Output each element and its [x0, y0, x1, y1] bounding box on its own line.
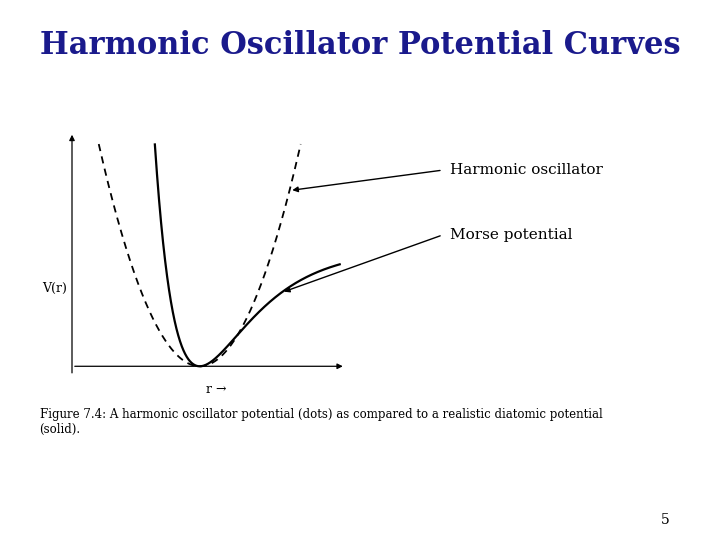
- Text: Morse potential: Morse potential: [450, 228, 572, 242]
- Text: V(r): V(r): [42, 282, 68, 295]
- Text: Figure 7.4: A harmonic oscillator potential (dots) as compared to a realistic di: Figure 7.4: A harmonic oscillator potent…: [40, 408, 603, 436]
- Text: Harmonic Oscillator Potential Curves: Harmonic Oscillator Potential Curves: [40, 30, 680, 60]
- Text: r →: r →: [207, 383, 227, 396]
- Text: 5: 5: [661, 512, 670, 526]
- Text: Harmonic oscillator: Harmonic oscillator: [450, 163, 603, 177]
